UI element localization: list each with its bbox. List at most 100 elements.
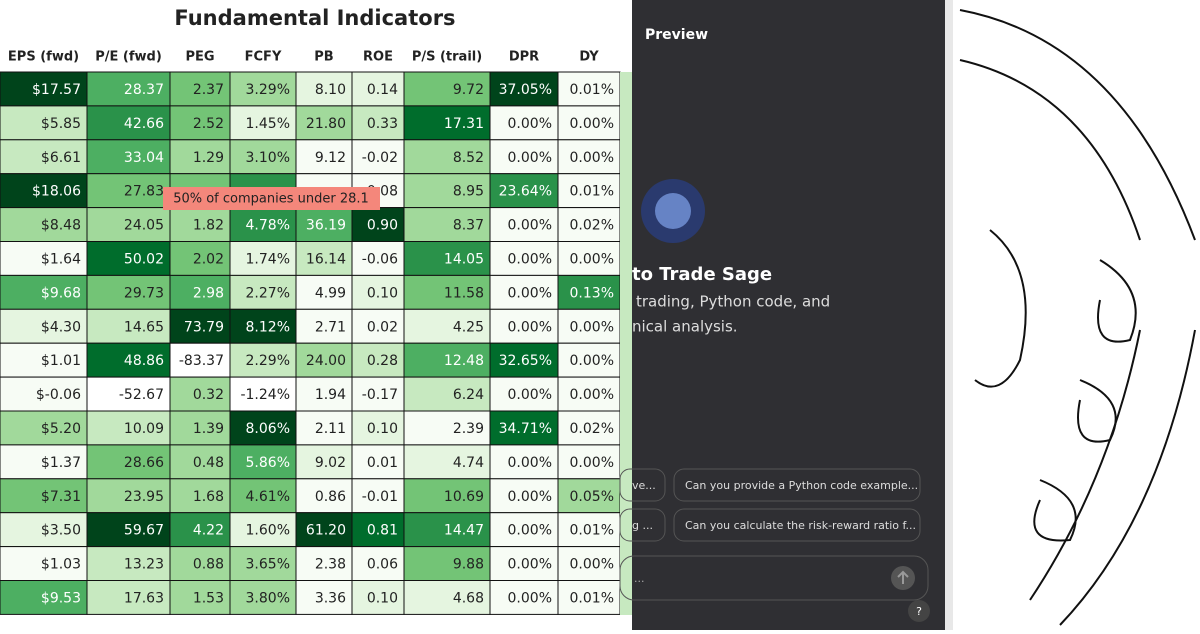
suggestion-text[interactable]: Can you provide a Python code example... [685, 479, 918, 492]
cell-text: 0.02% [570, 421, 614, 437]
cell-text: $18.06 [32, 184, 81, 200]
cell-text: 0.86 [315, 489, 346, 505]
suggestion[interactable] [673, 468, 921, 502]
cell-text: $5.85 [41, 116, 81, 132]
cell [557, 444, 621, 480]
cell-text: 8.37 [453, 218, 484, 234]
cell [403, 410, 491, 446]
send-icon [897, 570, 909, 584]
stamp-image [953, 0, 1200, 630]
cell-text: $5.20 [41, 421, 81, 437]
cell [229, 105, 297, 141]
suggestion-text[interactable]: ve... [632, 479, 656, 492]
cell-text: 0.01% [570, 82, 614, 98]
cell-text: 0.05% [570, 489, 614, 505]
help-button[interactable] [908, 600, 930, 622]
cell [86, 512, 171, 548]
cell-text: 2.29% [246, 353, 290, 369]
cell-text: 28.66 [124, 455, 164, 471]
cell-text: 50.02 [124, 251, 164, 267]
cell-text: 0.32 [193, 387, 224, 403]
suggestion-text[interactable]: Can you calculate the risk-reward ratio … [685, 519, 916, 532]
cell-text: 2.02 [193, 251, 224, 267]
cell-text: 0.00% [508, 319, 552, 335]
cell [489, 410, 559, 446]
cell-text: 2.52 [193, 116, 224, 132]
cell [557, 207, 621, 243]
cell-text: 0.00% [508, 251, 552, 267]
cell [169, 308, 231, 344]
preview-header: Preview [645, 27, 708, 43]
cell-text: 42.66 [124, 116, 164, 132]
cell-text: 2.71 [315, 319, 346, 335]
side-strip [945, 0, 953, 630]
cell [295, 512, 353, 548]
cell [403, 512, 491, 548]
cell-text: 0.10 [367, 590, 398, 606]
cell [86, 207, 171, 243]
help-text[interactable]: ? [916, 605, 922, 618]
cell-text: 24.05 [124, 218, 164, 234]
suggestion[interactable] [619, 508, 666, 542]
cell-text: $1.64 [41, 251, 81, 267]
cell-text: 29.73 [124, 285, 164, 301]
cell [0, 274, 88, 310]
table: EPS (fwd) P/E (fwd) PEG FCFY PB ROE P/S (trail… [0, 50, 621, 615]
cell-text: 0.00% [508, 285, 552, 301]
cell-text: 10.09 [124, 421, 164, 437]
cell-text: 2.98 [193, 285, 224, 301]
cell [489, 207, 559, 243]
cell-text: 0.48 [193, 455, 224, 471]
cell-text: 14.65 [124, 319, 164, 335]
cell-text: 0.00% [570, 455, 614, 471]
cell-text: 0.01% [570, 523, 614, 539]
cell-text: 9.12 [315, 150, 346, 166]
cell-text: 34.71% [499, 421, 552, 437]
cell-text: 8.10 [315, 82, 346, 98]
cell-text: 0.00% [570, 319, 614, 335]
preview-panel [632, 0, 945, 630]
cell [86, 139, 171, 175]
cell-text: 0.00% [508, 116, 552, 132]
tooltip [163, 187, 380, 210]
cell-text: 2.39 [453, 421, 484, 437]
cell-text: 0.88 [193, 557, 224, 573]
cell-text: 1.94 [315, 387, 346, 403]
cell [169, 580, 231, 615]
cell [403, 105, 491, 141]
cell-text: 0.00% [508, 557, 552, 573]
cell [229, 512, 297, 548]
avatar-glow [655, 193, 691, 229]
cell [169, 105, 231, 141]
cell [557, 139, 621, 175]
cell-text: 17.31 [444, 116, 484, 132]
cell-text: 23.64% [499, 184, 552, 200]
cell [351, 546, 405, 581]
cell [86, 444, 171, 480]
cell-text: $1.03 [41, 557, 81, 573]
cell-text: -0.02 [362, 150, 398, 166]
cell-text: -83.37 [179, 353, 224, 369]
cell-text: 0.00% [508, 455, 552, 471]
cell-text: 1.82 [193, 218, 224, 234]
cell [295, 105, 353, 141]
cell [489, 444, 559, 480]
cell [229, 546, 297, 581]
suggestion[interactable] [619, 468, 666, 502]
cell-text: 0.00% [508, 218, 552, 234]
suggestion-text[interactable]: g ... [632, 519, 653, 532]
cell [229, 444, 297, 480]
cell [169, 342, 231, 378]
message-input[interactable] [619, 555, 929, 601]
cell-text: 36.19 [306, 218, 346, 234]
cell-text: 6.24 [453, 387, 484, 403]
input-placeholder[interactable]: ... [634, 572, 645, 585]
cell-text: 27.83 [124, 184, 164, 200]
suggestion[interactable] [673, 508, 921, 542]
cell-text: $-0.06 [36, 387, 81, 403]
cell-text: 3.65% [246, 557, 290, 573]
cell [86, 546, 171, 581]
cell-text: 14.47 [444, 523, 484, 539]
cell-text: $6.61 [41, 150, 81, 166]
cell [169, 410, 231, 446]
